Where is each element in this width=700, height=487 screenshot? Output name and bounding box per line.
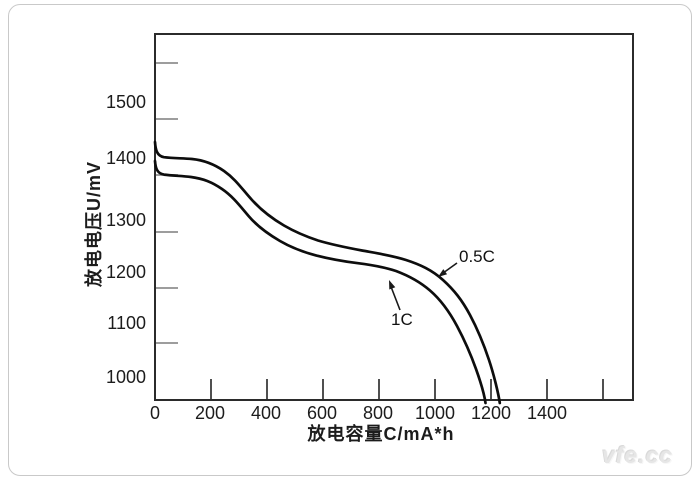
x-tick-label-800: 800 xyxy=(362,403,394,423)
y-tick-label-1500: 1500 xyxy=(105,92,146,112)
x-axis-ticks xyxy=(210,379,604,399)
x-tick-label-400: 400 xyxy=(250,403,282,423)
x-tick-label-1200: 1200 xyxy=(470,403,512,423)
y-tick-label-1100: 1100 xyxy=(107,313,146,333)
y-tick-label-1400: 1400 xyxy=(105,148,146,168)
chart-panel xyxy=(8,4,692,476)
curve-1c xyxy=(153,159,487,405)
plot-area-border xyxy=(154,33,634,401)
x-tick-label-1400: 1400 xyxy=(526,403,568,423)
y-axis-title: 放电电压U/mV xyxy=(84,160,104,288)
y-axis-ticks xyxy=(156,62,178,344)
x-tick-label-200: 200 xyxy=(194,403,226,423)
curve-label-0_5c: 0.5C xyxy=(459,247,495,266)
y-tick-label-1200: 1200 xyxy=(105,262,146,282)
watermark: vfe.cc xyxy=(602,442,674,468)
x-tick-label-600: 600 xyxy=(306,403,338,423)
x-tick-label-1000: 1000 xyxy=(414,403,456,423)
x-tick-label-0: 0 xyxy=(149,403,160,423)
y-tick-label-1000: 1000 xyxy=(105,367,146,387)
y-tick-label-1300: 1300 xyxy=(105,210,146,230)
x-axis-title: 放电容量C/mA*h xyxy=(307,424,455,444)
annotation-arrow-0_5c xyxy=(438,262,458,277)
curve-label-1c: 1C xyxy=(391,310,413,329)
curve-0_5c xyxy=(153,140,502,405)
annotation-arrow-1c xyxy=(389,280,401,311)
